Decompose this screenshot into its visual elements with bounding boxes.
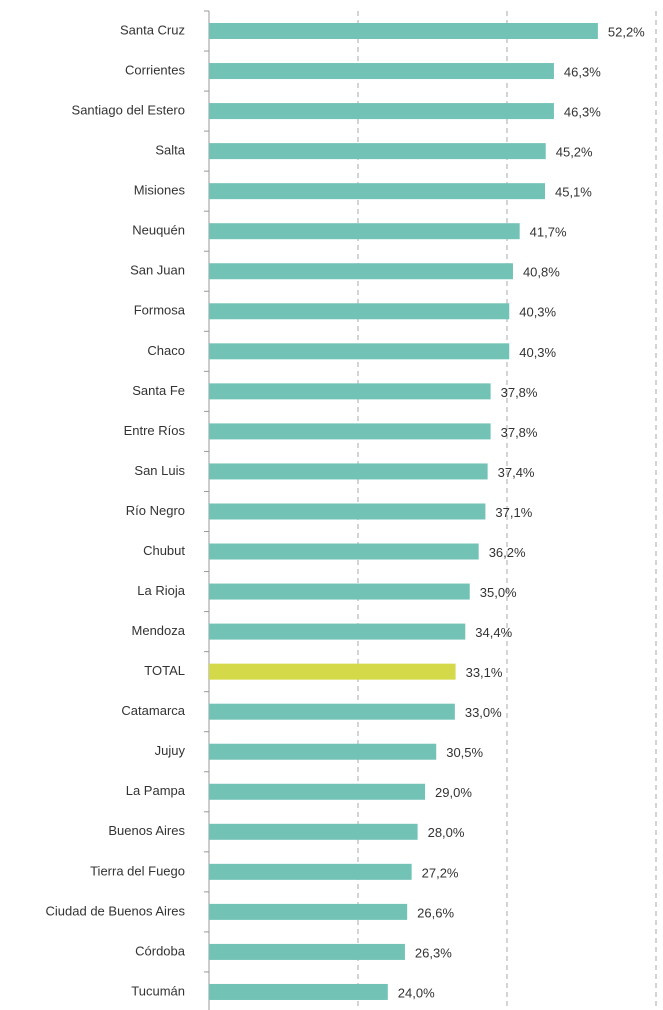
value-label: 35,0%: [480, 585, 517, 600]
bar: [209, 63, 554, 80]
value-label: 46,3%: [564, 105, 601, 120]
category-label: Río Negro: [126, 503, 185, 518]
value-label: 30,5%: [446, 745, 483, 760]
bar: [209, 223, 520, 240]
category-label: Tierra del Fuego: [90, 863, 185, 878]
category-label: Tucumán: [131, 983, 185, 998]
category-label: TOTAL: [144, 663, 185, 678]
value-label: 46,3%: [564, 64, 601, 79]
bar: [209, 343, 510, 360]
value-label: 41,7%: [530, 225, 567, 240]
bar: [209, 103, 554, 120]
category-label: Jujuy: [155, 743, 186, 758]
category-label: Chaco: [147, 343, 185, 358]
bar: [209, 783, 426, 800]
category-label: Misiones: [134, 183, 186, 198]
bar: [209, 823, 418, 840]
bar: [209, 303, 510, 320]
value-label: 33,1%: [466, 665, 503, 680]
value-label: 29,0%: [435, 785, 472, 800]
value-label: 45,1%: [555, 185, 592, 200]
value-label: 52,2%: [608, 24, 645, 39]
category-label: Formosa: [134, 303, 186, 318]
category-label: Ciudad de Buenos Aires: [46, 903, 186, 918]
category-label: Neuquén: [132, 223, 185, 238]
bar: [209, 423, 491, 440]
category-label: Buenos Aires: [108, 823, 185, 838]
value-label: 40,8%: [523, 265, 560, 280]
bar: [209, 183, 545, 200]
value-label: 28,0%: [428, 825, 465, 840]
category-label: Córdoba: [135, 943, 186, 958]
value-label: 24,0%: [398, 985, 435, 1000]
value-label: 40,3%: [519, 345, 556, 360]
bar: [209, 623, 466, 640]
category-label: Corrientes: [125, 62, 185, 77]
bar: [209, 463, 488, 480]
bar: [209, 543, 479, 560]
bar: [209, 23, 598, 39]
bar: [209, 703, 455, 720]
category-label: Mendoza: [132, 623, 186, 638]
value-label: 34,4%: [475, 625, 512, 640]
category-label: Santa Cruz: [120, 22, 185, 37]
value-label: 40,3%: [519, 305, 556, 320]
bar: [209, 143, 546, 160]
value-label: 27,2%: [422, 865, 459, 880]
bar: [209, 383, 491, 400]
value-label: 45,2%: [556, 145, 593, 160]
category-label: Salta: [155, 143, 185, 158]
bar: [209, 583, 470, 600]
bar: [209, 663, 456, 680]
category-label: La Pampa: [126, 783, 186, 798]
category-label: Santiago del Estero: [72, 103, 185, 118]
bar: [209, 943, 405, 960]
category-label: Chubut: [143, 543, 185, 558]
value-label: 37,4%: [498, 465, 535, 480]
bar: [209, 863, 412, 880]
value-label: 37,1%: [495, 505, 532, 520]
value-label: 36,2%: [489, 545, 526, 560]
value-label: 26,3%: [415, 945, 452, 960]
bar: [209, 503, 486, 520]
bar: [209, 743, 437, 760]
value-label: 26,6%: [417, 905, 454, 920]
bar: [209, 983, 388, 1000]
category-label: Catamarca: [121, 703, 185, 718]
value-label: 37,8%: [501, 385, 538, 400]
category-label: Santa Fe: [132, 383, 185, 398]
category-label: San Juan: [130, 263, 185, 278]
value-label: 33,0%: [465, 705, 502, 720]
bar: [209, 263, 513, 280]
category-label: Entre Ríos: [124, 423, 186, 438]
category-label: San Luis: [134, 463, 185, 478]
bar: [209, 903, 408, 920]
value-label: 37,8%: [501, 425, 538, 440]
category-label: La Rioja: [137, 583, 185, 598]
